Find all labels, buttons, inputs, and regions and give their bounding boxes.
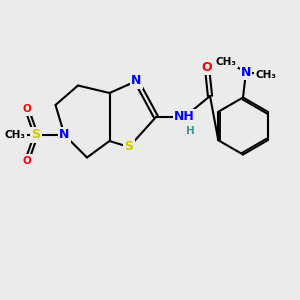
Text: S: S — [124, 140, 134, 154]
Text: O: O — [22, 104, 32, 115]
Text: CH₃: CH₃ — [4, 130, 26, 140]
Text: O: O — [202, 61, 212, 74]
Text: NH: NH — [174, 110, 195, 124]
Text: CH₃: CH₃ — [216, 56, 237, 67]
Text: H: H — [185, 125, 194, 136]
Text: N: N — [131, 74, 142, 88]
Text: N: N — [59, 128, 70, 142]
Text: N: N — [241, 65, 251, 79]
Text: CH₃: CH₃ — [255, 70, 276, 80]
Text: O: O — [22, 155, 32, 166]
Text: S: S — [32, 128, 40, 142]
